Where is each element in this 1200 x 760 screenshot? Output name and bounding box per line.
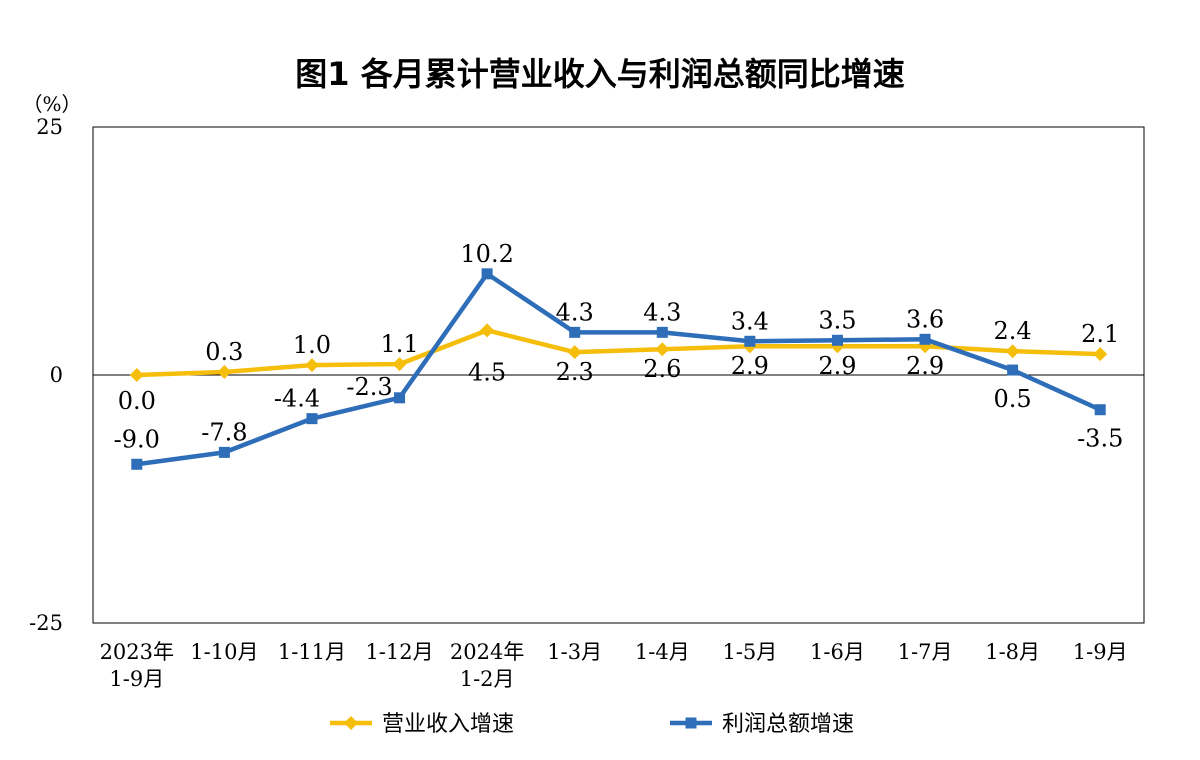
data-point-diamond: [129, 368, 144, 382]
x-tick-label: 1-4月: [635, 640, 690, 664]
x-tick-label-line: 1-2月: [460, 667, 515, 691]
x-tick-label: 1-8月: [985, 640, 1040, 664]
revenue-data-label: 2.9: [731, 352, 769, 380]
revenue-data-label: 2.1: [1081, 320, 1119, 348]
x-tick-label: 1-10月: [190, 640, 258, 664]
profit-data-label: 3.4: [731, 307, 769, 335]
profit-data-label: 0.5: [994, 385, 1032, 413]
series-line: [134, 328, 1103, 378]
x-tick-label-line: 1-10月: [190, 640, 258, 664]
data-point-diamond: [1093, 347, 1108, 362]
profit-data-label: -3.5: [1077, 425, 1123, 453]
y-tick-label: -25: [29, 611, 63, 635]
data-point-square: [218, 446, 230, 458]
revenue-data-label: 2.4: [994, 317, 1032, 345]
x-tick-label: 1-3月: [547, 640, 602, 664]
data-point-square: [831, 334, 843, 346]
legend-marker-diamond: [344, 716, 358, 730]
profit-data-label: -4.4: [274, 385, 320, 413]
x-tick-label: 2024年 1-2月: [450, 640, 524, 691]
x-axis-labels: 2023年 1-9月 1-10月 1-11月 1-12月 2024年 1-2月 1-3月 1-4…: [100, 640, 1128, 691]
series-line: [134, 271, 1103, 467]
x-tick-label-line: 1-8月: [985, 640, 1040, 664]
data-point-square: [481, 268, 493, 280]
y-tick-label: 0: [50, 363, 63, 387]
x-tick-label-line: 1-4月: [635, 640, 690, 664]
x-tick-label: 1-5月: [722, 640, 777, 664]
data-labels: 0.0 -9.0 0.3 -7.8 1.0 -4.4 1.1 -2.3 4.5 10.2 2.3 4.…: [114, 240, 1124, 453]
data-point-diamond: [1005, 344, 1020, 359]
data-point-square: [131, 458, 143, 470]
x-tick-label-line: 1-6月: [810, 640, 865, 664]
profit-data-label: -2.3: [346, 373, 392, 401]
data-point-diamond: [304, 358, 319, 373]
profit-data-label: 3.6: [906, 305, 944, 333]
data-point-diamond: [217, 365, 232, 380]
x-tick-label-line: 1-12月: [365, 640, 433, 664]
x-tick-label-line: 1-3月: [547, 640, 602, 664]
data-point-square: [1094, 404, 1106, 416]
x-tick-label-line: 1-11月: [278, 640, 346, 664]
revenue-data-label: 2.9: [818, 352, 856, 380]
profit-data-label: 4.3: [643, 298, 681, 326]
revenue-data-label: 2.6: [643, 355, 681, 383]
y-tick-label: 25: [36, 115, 63, 139]
x-tick-label: 2023年 1-9月: [100, 640, 174, 691]
y-axis-ticks: 25 0 -25: [29, 115, 63, 635]
revenue-data-label: 0.0: [118, 387, 156, 415]
data-point-square: [306, 413, 318, 425]
data-point-square: [1007, 364, 1019, 376]
profit-data-label: -7.8: [201, 418, 247, 446]
legend: 营业收入增速 利润总额增速: [330, 712, 854, 737]
y-axis-unit: （%）: [22, 92, 81, 116]
legend-marker-square: [685, 717, 697, 729]
data-point-diamond: [567, 345, 582, 360]
revenue-data-label: 1.1: [380, 330, 418, 358]
profit-data-label: -9.0: [114, 425, 160, 453]
data-point-square: [394, 392, 406, 404]
data-point-square: [919, 333, 931, 345]
x-tick-label: 1-9月: [1073, 640, 1128, 664]
x-tick-label: 1-7月: [898, 640, 953, 664]
profit-data-label: 4.3: [556, 298, 594, 326]
x-tick-label: 1-12月: [365, 640, 433, 664]
revenue-data-label: 2.3: [556, 358, 594, 386]
legend-label: 营业收入增速: [382, 712, 514, 737]
x-tick-label-line: 1-9月: [109, 667, 164, 691]
profit-data-label: 3.5: [818, 306, 856, 334]
x-tick-label: 1-11月: [278, 640, 346, 664]
x-tick-label: 1-6月: [810, 640, 865, 664]
data-point-diamond: [655, 342, 670, 357]
x-tick-label-line: 1-5月: [722, 640, 777, 664]
data-point-diamond: [392, 357, 407, 372]
data-point-square: [569, 326, 581, 338]
data-point-square: [656, 326, 668, 338]
data-point-diamond: [480, 323, 495, 338]
revenue-data-label: 0.3: [205, 338, 243, 366]
x-tick-label-line: 2023年: [100, 640, 174, 664]
revenue-data-label: 4.5: [468, 358, 506, 386]
profit-data-label: 10.2: [460, 240, 513, 268]
data-point-square: [744, 335, 756, 347]
x-tick-label-line: 2024年: [450, 640, 524, 664]
revenue-data-label: 1.0: [293, 331, 331, 359]
series-layer: [129, 268, 1108, 470]
revenue-data-label: 2.9: [906, 352, 944, 380]
legend-label: 利润总额增速: [722, 712, 854, 737]
chart-title: 图1 各月累计营业收入与利润总额同比增速: [295, 55, 904, 93]
x-tick-label-line: 1-7月: [898, 640, 953, 664]
x-tick-label-line: 1-9月: [1073, 640, 1128, 664]
